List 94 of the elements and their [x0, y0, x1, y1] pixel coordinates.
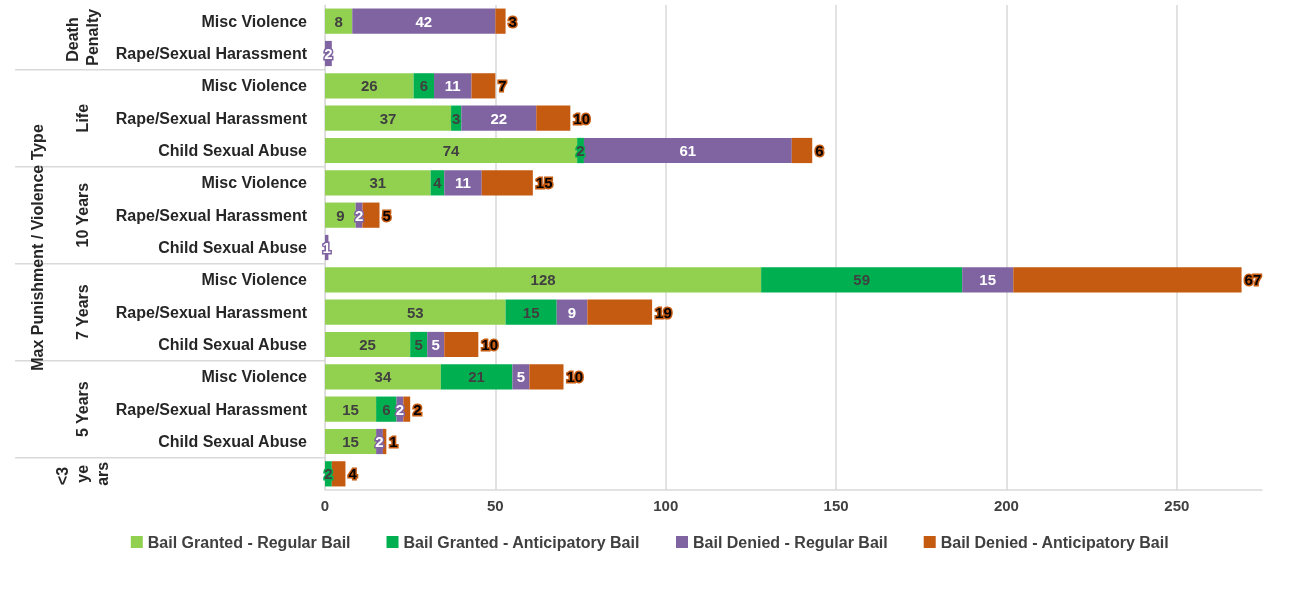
bar: [791, 137, 813, 164]
data-label: 9: [336, 206, 345, 224]
data-label: 11: [455, 174, 471, 192]
data-label: 15: [979, 271, 997, 289]
data-label: 37: [379, 109, 397, 127]
bar: [587, 299, 653, 325]
y-tick-label: Child Sexual Abuse: [158, 142, 308, 159]
data-label: 10: [481, 336, 499, 353]
bar: [325, 170, 431, 196]
y-tick-label: Misc Violence: [201, 77, 308, 95]
y-tick-label: Rape/Sexual Harassment: [115, 45, 308, 62]
data-label: 2: [413, 400, 422, 418]
text: Death Penalty: [63, 8, 101, 66]
data-label: 5: [382, 206, 391, 224]
text: 7 Years: [73, 284, 91, 341]
data-label: 31: [369, 174, 387, 192]
x-tick-label: 100: [653, 497, 679, 514]
data-label: 34: [374, 368, 392, 386]
data-label: 19: [655, 303, 672, 321]
y-tick-label: Child Sexual Abuse: [158, 433, 308, 450]
legend-label: Bail Granted - Regular Bail: [147, 533, 351, 551]
data-label: 10: [573, 109, 591, 127]
data-label: 42: [415, 12, 433, 30]
data-label: 8: [334, 12, 343, 30]
y-tick-label: Child Sexual Abuse: [158, 336, 308, 353]
data-label: 4: [348, 465, 358, 483]
y-tick-label: Rape/Sexual Harassment: [115, 206, 308, 224]
bar: [325, 364, 441, 390]
data-label: 74: [442, 142, 461, 159]
y-tick-label: Rape/Sexual Harassment: [115, 400, 308, 418]
data-label: 128: [530, 271, 556, 289]
data-label: 15: [342, 433, 359, 450]
x-tick-label: 250: [1164, 497, 1190, 514]
bar: [583, 137, 792, 164]
data-label: 6: [815, 142, 824, 159]
bar: [529, 364, 564, 390]
bar: [761, 267, 963, 293]
bar: [352, 8, 496, 34]
y-tick-label: Child Sexual Abuse: [158, 239, 308, 256]
y-tick-label: Misc Violence: [201, 271, 308, 289]
bar: [325, 299, 506, 325]
legend-label: Bail Denied - Regular Bail: [693, 533, 888, 551]
data-label: 59: [853, 271, 870, 289]
data-label: 53: [406, 303, 424, 321]
y-tick-label: Rape/Sexual Harassment: [115, 303, 308, 321]
data-label: 26: [360, 77, 378, 95]
data-label: 25: [359, 336, 376, 353]
data-label: 21: [468, 368, 485, 386]
data-label: 4: [433, 174, 443, 192]
data-label: 5: [414, 336, 423, 353]
data-label: 22: [490, 109, 508, 127]
x-tick-label: 0: [320, 497, 330, 514]
text: 10 Years: [73, 182, 91, 248]
bar: [536, 105, 571, 131]
y-tick-label: Misc Violence: [201, 368, 308, 386]
bar: [481, 170, 533, 196]
bar: [325, 137, 578, 164]
data-label: 6: [419, 77, 428, 95]
y-axis-title: Max Punishment / Violence Type: [28, 124, 46, 371]
data-label: 15: [535, 174, 553, 192]
x-tick-label: 200: [993, 497, 1019, 514]
x-tick-label: 150: [823, 497, 849, 514]
bar: [1013, 267, 1242, 293]
bar: [471, 73, 496, 99]
data-label: 15: [522, 303, 540, 321]
data-label: 6: [382, 400, 391, 418]
data-label: 9: [567, 303, 577, 321]
data-label: 2: [354, 206, 364, 224]
y-tick-label: Rape/Sexual Harassment: [115, 109, 308, 127]
data-label: 15: [342, 400, 359, 418]
data-label: 2: [395, 400, 405, 418]
y-tick-label: Misc Violence: [201, 12, 308, 30]
bar: [362, 202, 380, 228]
data-label: 1: [389, 433, 398, 450]
data-label: 5: [431, 336, 440, 353]
y-tick-label: Misc Violence: [201, 174, 308, 192]
text: <3 years: [53, 461, 111, 486]
x-tick-label: 50: [487, 497, 504, 514]
bar: [325, 105, 452, 131]
bar: [444, 331, 479, 358]
data-label: 5: [516, 368, 526, 386]
text: Life: [73, 103, 91, 133]
bar: [325, 267, 762, 293]
legend-label: Bail Denied - Anticipatory Bail: [940, 533, 1169, 551]
legend-label: Bail Granted - Anticipatory Bail: [403, 533, 640, 551]
data-label: 3: [508, 12, 517, 30]
bar: [495, 8, 506, 34]
data-label: 7: [498, 77, 507, 95]
data-label: 10: [566, 368, 584, 386]
data-label: 61: [679, 142, 697, 159]
text: 5 Years: [73, 381, 91, 438]
data-label: 11: [444, 77, 461, 95]
data-label: 3: [452, 109, 461, 127]
data-label: 67: [1244, 271, 1262, 289]
